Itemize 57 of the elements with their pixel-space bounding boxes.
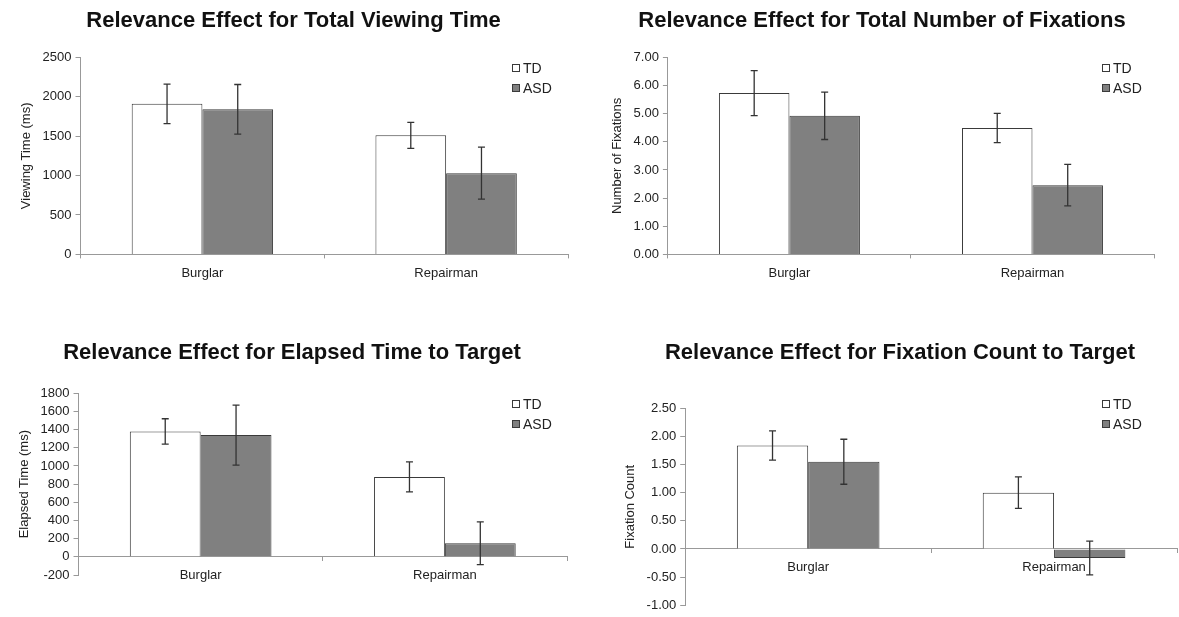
- y-tick-label: -0.50: [646, 568, 677, 584]
- y-tick-label: 0: [64, 245, 72, 261]
- y-axis-title: Fixation Count: [622, 464, 638, 549]
- x-tick-label: Repairman: [1000, 264, 1065, 280]
- y-axis-title: Elapsed Time (ms): [16, 429, 32, 539]
- y-tick-label: 800: [47, 475, 70, 491]
- legend-label: ASD: [1113, 415, 1142, 435]
- y-tick-label: 3.00: [633, 161, 659, 177]
- y-tick-label: 4.00: [633, 133, 659, 149]
- y-tick-label: 0.50: [650, 512, 677, 528]
- x-tick-label: Repairman: [414, 264, 478, 280]
- chart-title: Relevance Effect for Elapsed Time to Target: [63, 338, 522, 364]
- y-tick-label: 1.50: [650, 456, 677, 472]
- y-tick-label: 6.00: [633, 77, 659, 93]
- y-tick-label: 2.50: [650, 399, 677, 415]
- x-tick-label: Repairman: [1022, 559, 1086, 575]
- x-tick-label: Burglar: [179, 567, 223, 583]
- y-axis-title: Viewing Time (ms): [18, 102, 34, 210]
- y-tick-label: 400: [47, 512, 70, 528]
- y-tick-label: 7.00: [633, 48, 659, 64]
- y-tick-label: -1.00: [646, 596, 677, 612]
- x-tick-label: Burglar: [768, 264, 812, 280]
- y-tick-label: 1.00: [633, 217, 659, 233]
- chart-title: Relevance Effect for Total Number of Fixations: [638, 6, 1126, 32]
- legend-label: ASD: [523, 415, 552, 435]
- y-tick-label: 2.00: [633, 189, 659, 205]
- y-tick-label: 1600: [40, 403, 70, 419]
- y-tick-label: 1000: [42, 167, 72, 183]
- text: TD: [523, 59, 542, 79]
- x-tick-label: Burglar: [787, 559, 830, 575]
- y-tick-label: 1.00: [650, 484, 677, 500]
- y-tick-label: 1200: [40, 439, 70, 455]
- text: TD: [1113, 59, 1132, 79]
- x-tick-label: Burglar: [181, 264, 225, 280]
- y-tick-label: 1500: [42, 127, 72, 143]
- text: TD: [523, 395, 542, 415]
- y-tick-label: 1800: [40, 384, 70, 400]
- chart-title: Relevance Effect for Total Viewing Time: [86, 6, 501, 32]
- x-tick-label: Repairman: [413, 567, 477, 583]
- y-tick-label: 1400: [40, 421, 70, 437]
- y-axis-title: Number of Fixations: [609, 97, 625, 215]
- text: TD: [1113, 395, 1132, 415]
- y-tick-label: 600: [47, 493, 70, 509]
- y-tick-label: 5.00: [633, 105, 659, 121]
- y-tick-label: -200: [43, 566, 70, 582]
- chart-title: Relevance Effect for Fixation Count to Target: [664, 338, 1136, 364]
- y-tick-label: 0: [62, 548, 70, 564]
- y-tick-label: 2.00: [650, 428, 677, 444]
- legend-label: ASD: [523, 79, 552, 99]
- y-tick-label: 500: [49, 206, 72, 222]
- y-tick-label: 0.00: [650, 540, 677, 556]
- y-tick-label: 1000: [40, 457, 70, 473]
- y-tick-label: 2000: [42, 88, 72, 104]
- y-tick-label: 2500: [42, 48, 72, 64]
- legend-label: ASD: [1113, 79, 1142, 99]
- y-tick-label: 200: [47, 530, 70, 546]
- y-tick-label: 0.00: [633, 245, 659, 261]
